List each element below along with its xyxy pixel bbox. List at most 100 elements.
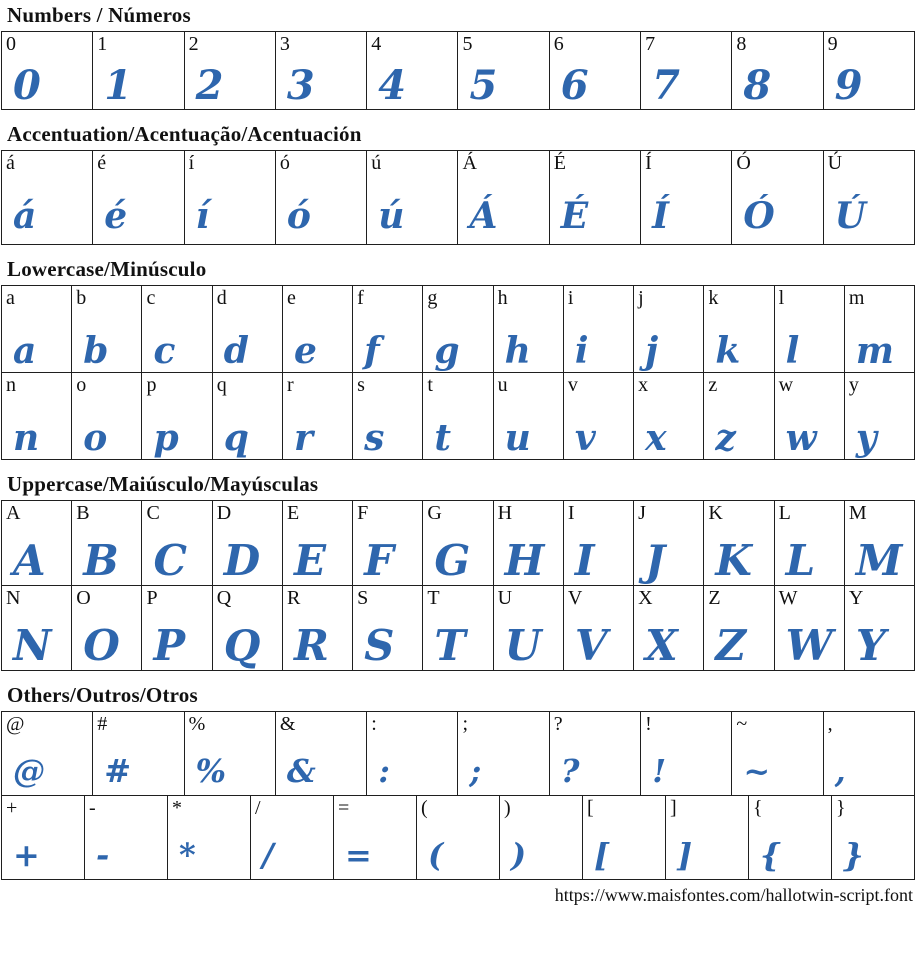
cell-script-glyph: s (364, 417, 385, 460)
cell-label: G (427, 502, 442, 525)
cell-label: * (172, 797, 182, 820)
cell-label: 7 (645, 33, 656, 56)
glyph-row: + + - - * * / / = =(())[[]]{{}} (1, 795, 915, 881)
glyph-cell: ~ ~ (732, 712, 824, 796)
cell-script-glyph: Ú (834, 195, 867, 238)
cell-script-glyph: A (13, 536, 46, 586)
cell-label: w (778, 374, 794, 397)
cell-script-glyph: l (785, 330, 800, 373)
cell-label: r (286, 374, 294, 397)
cell-label: b (76, 287, 87, 310)
cell-label: F (357, 502, 369, 525)
cell-script-glyph: ? (560, 752, 580, 791)
cell-label: 0 (6, 33, 16, 56)
cell-script-glyph: K (715, 536, 752, 586)
cell-label: M (848, 502, 867, 525)
cell-script-glyph: í (195, 195, 210, 238)
cell-label: P (146, 587, 158, 610)
glyph-cell: @ @ (2, 712, 94, 796)
cell-script-glyph: c (153, 330, 176, 373)
glyph-cell: / / (251, 796, 334, 880)
specimen-sections: Numbers / Números 0 0 1 1 2 2 3 3 4 4 5 5 6 6 7 7 8 8 9 9 Acc… (1, 3, 915, 881)
cell-script-glyph: = (345, 836, 372, 875)
section-others: Others/Outros/Otros @ @ # #%% & &::;;??!! ~ ~,, +… (1, 684, 915, 881)
cell-script-glyph: 6 (560, 62, 589, 110)
cell-script-glyph: ó (286, 195, 311, 238)
cell-script-glyph: 9 (834, 62, 863, 110)
cell-script-glyph: [ (594, 836, 610, 875)
cell-label: L (778, 502, 791, 525)
cell-label: C (146, 502, 160, 525)
cell-label: q (216, 374, 227, 397)
cell-script-glyph: e (293, 330, 317, 373)
cell-script-glyph: t (434, 417, 452, 460)
cell-script-glyph: n (13, 417, 40, 460)
cell-label: Í (645, 152, 652, 175)
cell-label: ) (504, 797, 511, 820)
cell-label: ] (670, 797, 677, 820)
cell-label: z (708, 374, 718, 397)
cell-script-glyph: q (223, 417, 249, 460)
cell-script-glyph: J (645, 536, 665, 586)
cell-label: o (76, 374, 87, 397)
section-title-numbers: Numbers / Números (7, 3, 191, 27)
cell-label: - (89, 797, 96, 820)
cell-label: Ó (736, 152, 751, 175)
cell-script-glyph: ] (677, 836, 693, 875)
cell-script-glyph: 1 (104, 62, 133, 110)
cell-label: T (427, 587, 440, 610)
cell-script-glyph: , (834, 752, 846, 791)
cell-script-glyph: x (645, 417, 667, 460)
section-accentuation: Accentuation/Acentuação/Acentuación á á é é í… (1, 123, 915, 246)
cell-label: D (216, 502, 232, 525)
cell-script-glyph: r (293, 417, 313, 460)
cell-label: x (638, 374, 649, 397)
cell-script-glyph: : (378, 752, 390, 791)
cell-label: i (567, 287, 574, 310)
cell-script-glyph: I (574, 536, 595, 586)
cell-script-glyph: ; (469, 752, 482, 791)
cell-script-glyph: F (364, 536, 394, 586)
cell-label: j (638, 287, 644, 310)
cell-label: l (778, 287, 785, 310)
section-title-lowercase: Lowercase/Minúsculo (7, 257, 207, 282)
cell-label: : (371, 713, 377, 736)
cell-label: s (357, 374, 365, 397)
cell-script-glyph: v (574, 417, 596, 460)
cell-script-glyph: 2 (195, 62, 224, 110)
cell-script-glyph: h (504, 330, 531, 373)
cell-label: X (638, 587, 653, 610)
glyph-cell: = = (334, 796, 417, 880)
cell-script-glyph: a (13, 330, 37, 373)
cell-label: m (848, 287, 865, 310)
cell-script-glyph: { (760, 836, 781, 875)
cell-script-glyph: m (855, 330, 894, 373)
cell-script-glyph: # (104, 752, 132, 791)
glyph-cell: )) (500, 796, 583, 880)
section-uppercase: Uppercase/Maiúsculo/Mayúsculas A A B B C C D D E E… (1, 473, 915, 672)
cell-script-glyph: Y (855, 621, 886, 671)
cell-script-glyph: E (293, 536, 326, 586)
